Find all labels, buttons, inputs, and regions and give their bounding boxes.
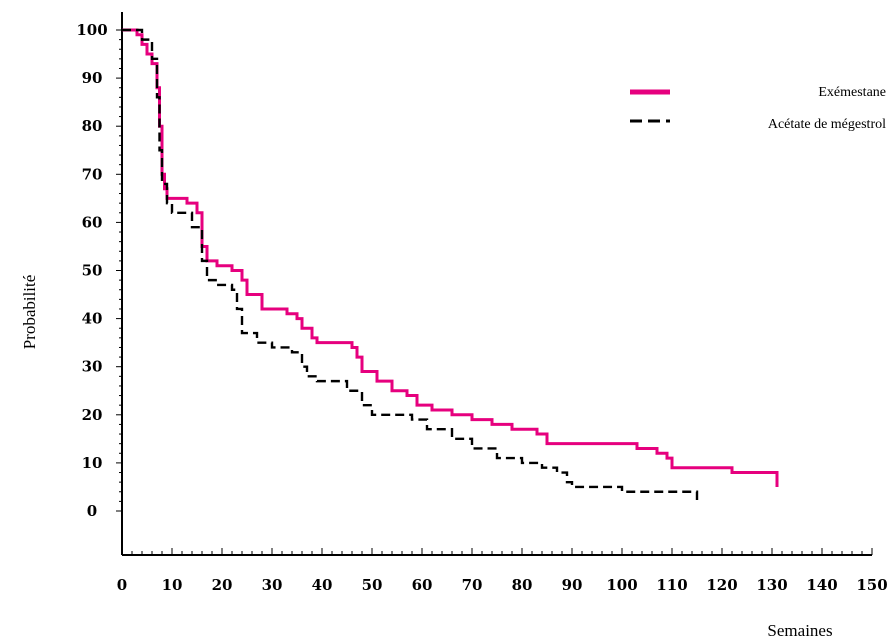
y-tick-label: 40 bbox=[82, 310, 103, 328]
y-axis-title: Probabilité bbox=[20, 275, 39, 350]
x-ticks: 0 10 20 30 40 50 60 70 80 90 100 110 120 130 140 150 bbox=[117, 548, 888, 594]
series-layer bbox=[122, 28, 779, 502]
y-tick-label: 60 bbox=[82, 213, 103, 231]
y-tick-label: 20 bbox=[82, 406, 103, 424]
x-tick-label: 110 bbox=[656, 576, 687, 594]
y-ticks: 0 10 20 30 40 50 60 70 80 90 100 bbox=[76, 21, 122, 520]
x-tick-label: 100 bbox=[606, 576, 637, 594]
x-tick-label: 60 bbox=[412, 576, 433, 594]
axes: 0 10 20 30 40 50 60 70 80 90 100 0 10 20 30 40 50 60 70 80… bbox=[76, 12, 888, 594]
x-tick-label: 70 bbox=[462, 576, 483, 594]
y-tick-label: 10 bbox=[82, 454, 103, 472]
x-tick-label: 140 bbox=[806, 576, 837, 594]
x-tick-label: 40 bbox=[312, 576, 333, 594]
x-axis-title: Semaines bbox=[767, 621, 832, 640]
legend: Exémestane Acétate de mégestrol bbox=[630, 85, 886, 132]
x-tick-label: 90 bbox=[562, 576, 583, 594]
y-tick-label: 80 bbox=[82, 117, 103, 135]
x-tick-label: 0 bbox=[117, 576, 127, 594]
x-tick-label: 130 bbox=[756, 576, 787, 594]
y-tick-label: 30 bbox=[82, 358, 103, 376]
series-line-1 bbox=[122, 28, 779, 487]
x-tick-label: 150 bbox=[856, 576, 887, 594]
legend-label-2: Acétate de mégestrol bbox=[768, 117, 886, 132]
series-line-2 bbox=[122, 28, 699, 502]
y-tick-label: 50 bbox=[82, 262, 103, 280]
x-tick-label: 80 bbox=[512, 576, 533, 594]
x-tick-label: 50 bbox=[362, 576, 383, 594]
x-tick-label: 10 bbox=[162, 576, 183, 594]
y-tick-label: 90 bbox=[82, 69, 103, 87]
x-tick-label: 120 bbox=[706, 576, 737, 594]
y-tick-label: 100 bbox=[76, 21, 107, 39]
y-tick-label: 0 bbox=[87, 502, 97, 520]
x-tick-label: 20 bbox=[212, 576, 233, 594]
y-tick-label: 70 bbox=[82, 165, 103, 183]
legend-label-1: Exémestane bbox=[818, 85, 886, 100]
x-tick-label: 30 bbox=[262, 576, 283, 594]
